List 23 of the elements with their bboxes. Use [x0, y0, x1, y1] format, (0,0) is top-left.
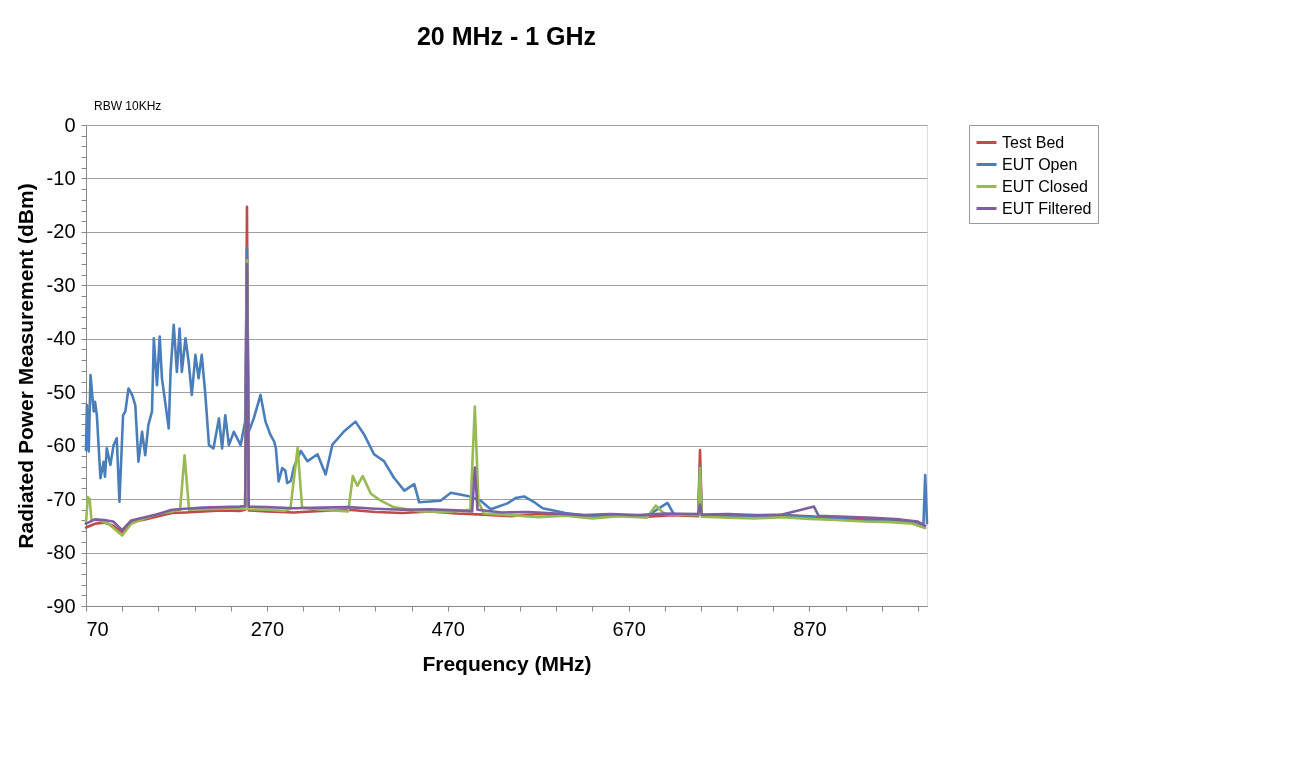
y-tick-label: 0: [64, 113, 76, 136]
text: RBW 10KHz: [94, 99, 162, 113]
y-tick-label: -60: [46, 434, 76, 457]
y-axis-title: Radiated Power Measurement (dBm): [13, 183, 37, 549]
legend-label: EUT Closed: [1002, 177, 1088, 195]
y-tick-label: -20: [46, 220, 76, 243]
y-tick-label: -50: [46, 380, 76, 403]
y-tick-label: -80: [46, 541, 76, 564]
x-tick-label: 270: [250, 617, 285, 640]
y-tick-label: -70: [46, 487, 76, 510]
x-tick-label: 70: [86, 617, 109, 640]
x-axis-title: Frequency (MHz): [422, 651, 592, 675]
x-tick-label: 470: [431, 617, 465, 640]
legend-label: Test Bed: [1002, 133, 1065, 151]
legend-label: EUT Open: [1002, 155, 1078, 173]
chart-title: 20 MHz - 1 GHz: [416, 22, 597, 50]
legend-label: EUT Filtered: [1002, 199, 1092, 217]
y-tick-label: -10: [46, 166, 76, 189]
y-tick-label: -30: [46, 273, 76, 296]
y-tick-label: -40: [46, 327, 76, 350]
x-tick-label: 870: [793, 617, 827, 640]
y-tick-label: -90: [46, 594, 76, 617]
x-tick-label: 670: [612, 617, 646, 640]
